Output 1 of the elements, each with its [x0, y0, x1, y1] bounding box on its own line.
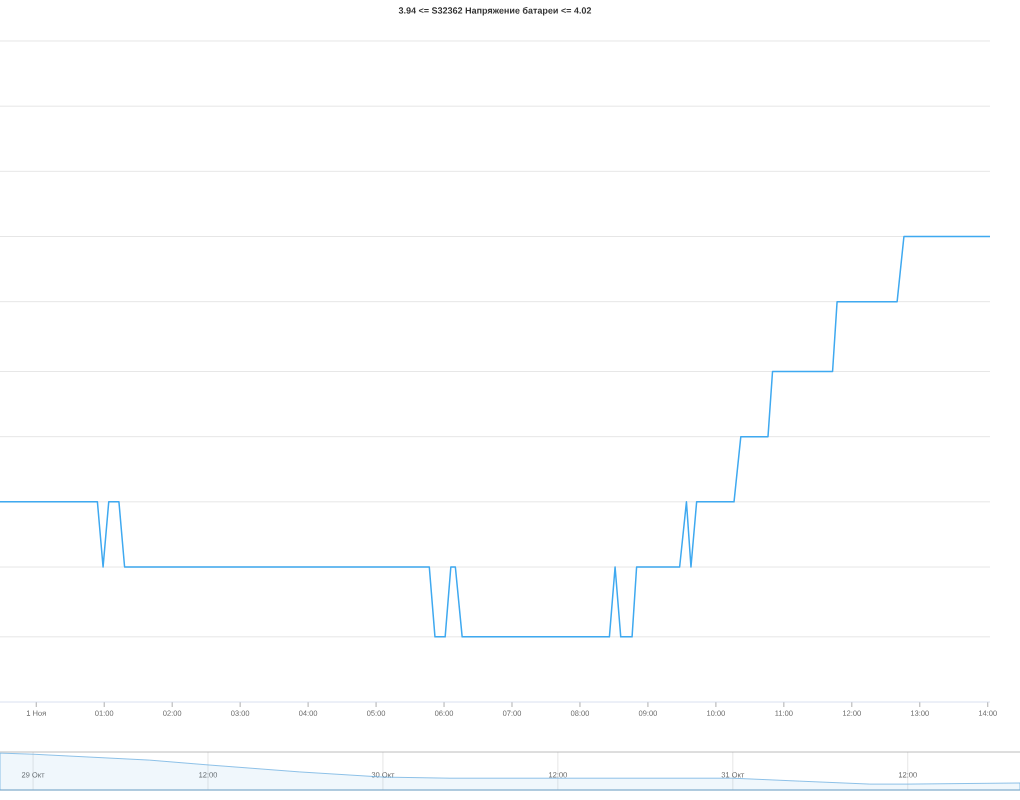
chart-title: 3.94 <= S32362 Напряжение батареи <= 4.02 [398, 7, 592, 16]
